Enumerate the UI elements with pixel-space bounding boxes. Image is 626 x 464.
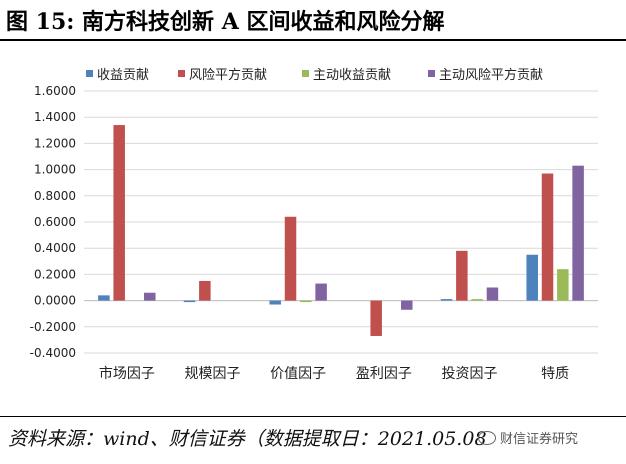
bar	[471, 299, 483, 301]
figure-header: 图 15: 南方科技创新 A 区间收益和风险分解	[0, 0, 626, 40]
bar	[144, 292, 156, 301]
x-category-label: 市场因子	[99, 365, 155, 382]
y-tick-label: 1.2000	[34, 136, 76, 150]
legend-swatch	[302, 69, 309, 77]
legend-label: 风险平方贡献	[189, 67, 268, 83]
legend-label: 收益贡献	[97, 67, 150, 83]
bar	[113, 125, 125, 301]
watermark: 财信证券研究	[478, 428, 578, 447]
legend-label: 主动收益贡献	[313, 67, 392, 83]
legend-item: 收益贡献	[86, 64, 150, 83]
bar	[486, 287, 499, 301]
legend-item: 主动风险平方贡献	[428, 64, 544, 83]
y-tick-label: 0.0000	[34, 294, 76, 308]
bar	[300, 300, 312, 303]
bar	[401, 300, 413, 310]
bar	[440, 299, 453, 301]
legend-swatch	[178, 69, 185, 77]
legend-item: 主动收益贡献	[302, 64, 392, 83]
bar	[541, 173, 554, 301]
y-tick-label: 1.0000	[34, 163, 76, 177]
wechat-icon	[478, 430, 496, 445]
bar-chart: -0.4000 -0.2000 0.0000 0.2000 0.4000 0.6000 0.…	[30, 84, 598, 382]
bar	[572, 165, 584, 301]
bar	[456, 250, 468, 301]
x-category-label: 投资因子	[442, 366, 498, 382]
bar	[526, 254, 538, 301]
bar	[199, 280, 211, 301]
bar	[98, 295, 110, 301]
bar	[183, 300, 196, 303]
legend-item: 风险平方贡献	[178, 64, 268, 83]
y-tick-label: 1.4000	[34, 110, 76, 124]
source-note: 资料来源：wind、财信证券（数据提取日：2021.05.08	[8, 428, 487, 450]
bar	[315, 283, 327, 301]
y-tick-label: 0.8000	[34, 189, 76, 203]
y-tick-label: -0.4000	[30, 346, 76, 360]
chart-legend: 收益贡献 风险平方贡献 主动收益贡献 主动风险平方贡献	[0, 64, 626, 83]
x-category-label: 规模因子	[185, 366, 241, 382]
y-tick-label: -0.2000	[30, 320, 76, 334]
x-category-label: 价值因子	[270, 366, 326, 382]
bar	[269, 300, 281, 305]
watermark-text: 财信证券研究	[500, 432, 579, 447]
y-tick-label: 0.2000	[34, 267, 76, 281]
bar	[370, 300, 382, 336]
bar	[557, 269, 569, 301]
legend-label: 主动风险平方贡献	[439, 67, 544, 83]
x-category-label: 盈利因子	[356, 366, 412, 382]
figure-title: 图 15: 南方科技创新 A 区间收益和风险分解	[6, 9, 445, 35]
source-rule	[0, 416, 626, 417]
legend-swatch	[428, 69, 435, 77]
bar	[284, 216, 297, 301]
x-category-label: 特质	[541, 366, 569, 382]
y-tick-label: 0.4000	[34, 241, 76, 255]
y-tick-label: 1.6000	[34, 84, 76, 98]
legend-swatch	[86, 69, 93, 77]
title-rule	[0, 39, 626, 41]
y-tick-label: 0.6000	[34, 215, 76, 229]
